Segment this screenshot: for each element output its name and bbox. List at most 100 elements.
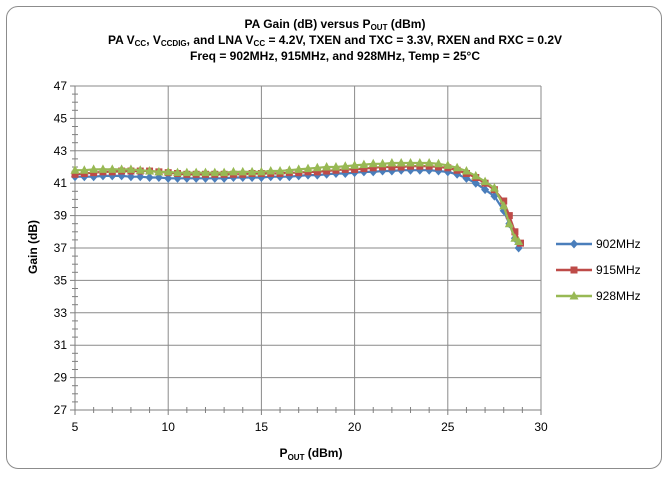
data-point <box>71 170 79 178</box>
data-point <box>433 158 443 168</box>
x-tick-label: 5 <box>72 420 79 434</box>
series-928MHz <box>70 157 524 246</box>
data-point <box>98 164 108 173</box>
data-point <box>70 165 80 174</box>
x-tick-label: 15 <box>255 420 269 434</box>
data-point <box>182 167 192 177</box>
legend-label: 915MHz <box>596 263 641 277</box>
data-point <box>489 183 499 192</box>
data-point <box>284 165 294 174</box>
chart-title-line-2: PA VCC, VCCDIG, and LNA VCC = 4.2V, TXEN… <box>107 33 563 48</box>
data-point <box>415 157 425 167</box>
data-point <box>322 162 332 171</box>
legend: 902MHz 915MHz 928MHz <box>556 237 641 303</box>
data-point <box>135 165 145 174</box>
data-point <box>323 167 331 175</box>
chart-title-line-1: PA Gain (dB) versus POUT (dBm) <box>244 17 426 32</box>
y-tick-label: 43 <box>54 144 68 158</box>
data-point <box>471 170 481 180</box>
grid <box>75 85 542 410</box>
data-point <box>145 173 154 183</box>
x-tick-label: 25 <box>441 420 455 434</box>
data-point <box>350 160 360 169</box>
data-point <box>499 200 509 210</box>
data-point <box>238 166 248 176</box>
data-point <box>247 166 257 176</box>
y-tick-label: 37 <box>54 241 68 255</box>
y-tick-label: 35 <box>54 273 68 287</box>
data-point <box>406 157 416 167</box>
data-point <box>303 163 313 173</box>
data-point <box>511 228 519 236</box>
data-point <box>107 164 117 173</box>
x-tick-label: 20 <box>348 420 362 434</box>
legend-marker <box>570 239 578 249</box>
y-tick-label: 29 <box>54 371 68 385</box>
y-tick-label: 33 <box>54 306 68 320</box>
data-point <box>266 166 276 175</box>
y-axis-title: Gain (dB) <box>26 220 40 274</box>
legend-marker <box>569 291 579 300</box>
y-tick-label: 39 <box>54 209 68 223</box>
data-point <box>228 166 238 176</box>
data-point <box>256 166 266 176</box>
data-point <box>378 158 388 168</box>
data-point <box>369 164 377 172</box>
series-layer <box>70 157 524 253</box>
axes: 27 29 31 33 35 37 39 41 43 45 47 5 10 15 20 25 30 <box>54 79 548 434</box>
data-point <box>387 157 397 167</box>
data-point <box>117 164 127 173</box>
data-point <box>163 166 173 176</box>
data-point <box>351 165 359 173</box>
legend-entry: 915MHz <box>556 263 641 277</box>
data-point <box>388 163 396 171</box>
y-tick-label: 31 <box>54 338 68 352</box>
chart-title-line-3: Freq = 902MHz, 915MHz, and 928MHz, Temp … <box>189 49 480 63</box>
series-902MHz <box>71 165 523 253</box>
x-tick-label: 30 <box>534 420 548 434</box>
data-point <box>173 167 183 177</box>
data-point <box>481 185 490 195</box>
data-point <box>461 166 471 175</box>
data-point <box>191 167 201 177</box>
data-point <box>331 162 341 171</box>
data-point <box>368 158 378 168</box>
data-point <box>359 159 369 169</box>
data-point <box>313 168 321 176</box>
legend-label: 902MHz <box>596 237 641 251</box>
data-point <box>424 157 434 167</box>
data-point <box>443 160 453 169</box>
data-point <box>210 167 220 177</box>
y-tick-label: 27 <box>54 403 68 417</box>
data-point <box>397 163 405 171</box>
data-point <box>200 167 210 177</box>
data-point <box>312 162 322 172</box>
data-point <box>340 161 350 170</box>
data-point <box>275 166 285 175</box>
legend-marker <box>570 266 578 274</box>
data-point <box>154 166 164 176</box>
data-point <box>505 212 513 220</box>
y-tick-label: 41 <box>54 176 68 190</box>
data-point <box>504 218 514 228</box>
series-line <box>75 169 520 249</box>
data-point <box>514 236 524 246</box>
data-point <box>294 164 304 173</box>
y-tick-label: 47 <box>54 79 68 93</box>
data-point <box>126 164 136 173</box>
data-point <box>480 176 490 186</box>
data-point <box>145 166 155 175</box>
data-point <box>219 167 229 177</box>
data-point <box>452 162 462 172</box>
x-axis-title: POUT (dBm) <box>280 446 343 462</box>
legend-entry: 902MHz <box>556 237 641 251</box>
x-tick-label: 10 <box>162 420 176 434</box>
data-point <box>396 157 406 167</box>
y-tick-label: 45 <box>54 111 68 125</box>
legend-label: 928MHz <box>596 289 641 303</box>
data-point <box>79 165 89 174</box>
data-point <box>89 164 99 173</box>
data-point <box>360 165 368 173</box>
legend-entry: 928MHz <box>556 289 641 303</box>
